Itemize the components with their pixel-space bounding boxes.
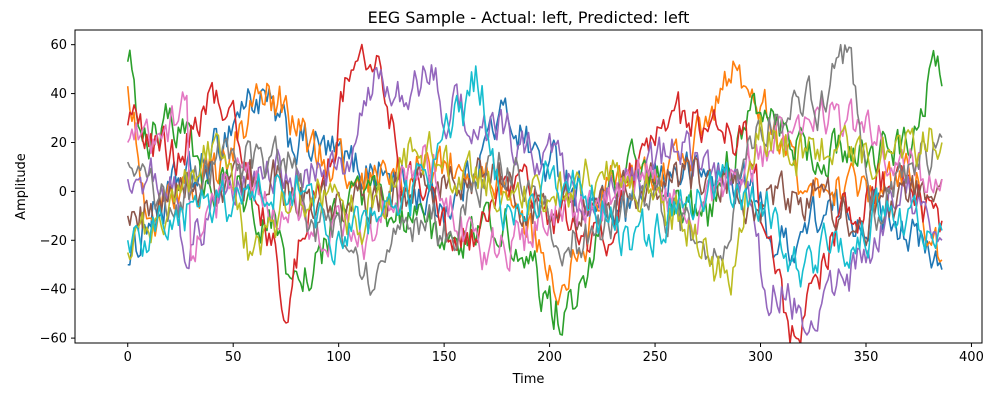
x-tick-label: 50 (225, 350, 242, 365)
chart-title: EEG Sample - Actual: left, Predicted: le… (368, 8, 690, 27)
y-tick-label: −60 (40, 332, 67, 347)
eeg-channel-line (126, 43, 943, 296)
eeg-channel-line (126, 65, 943, 288)
x-tick-label: 350 (854, 350, 879, 365)
eeg-channel-line (126, 64, 943, 336)
x-axis: 0 50 100 150 200 250 300 350 400 (124, 343, 984, 365)
y-tick-label: 60 (50, 38, 67, 53)
eeg-channel-line (126, 115, 943, 296)
y-tick-label: −40 (40, 283, 67, 298)
x-tick-label: 300 (748, 350, 773, 365)
y-tick-label: −20 (40, 234, 67, 249)
y-tick-label: 0 (59, 185, 67, 200)
x-tick-label: 0 (124, 350, 132, 365)
eeg-channel-line (127, 87, 943, 270)
y-tick-label: 40 (50, 87, 67, 102)
x-tick-label: 150 (432, 350, 457, 365)
x-tick-label: 250 (643, 350, 668, 365)
series-layer (126, 43, 943, 343)
y-tick-label: 20 (50, 136, 67, 151)
x-tick-label: 400 (959, 350, 984, 365)
plot-area-frame (74, 29, 983, 344)
x-tick-label: 100 (326, 350, 351, 365)
eeg-channel-line (126, 49, 943, 336)
y-axis: −60 −40 −20 0 20 40 60 (40, 38, 75, 347)
y-axis-label: Amplitude (14, 153, 29, 220)
x-axis-label: Time (512, 372, 545, 387)
x-tick-label: 200 (537, 350, 562, 365)
